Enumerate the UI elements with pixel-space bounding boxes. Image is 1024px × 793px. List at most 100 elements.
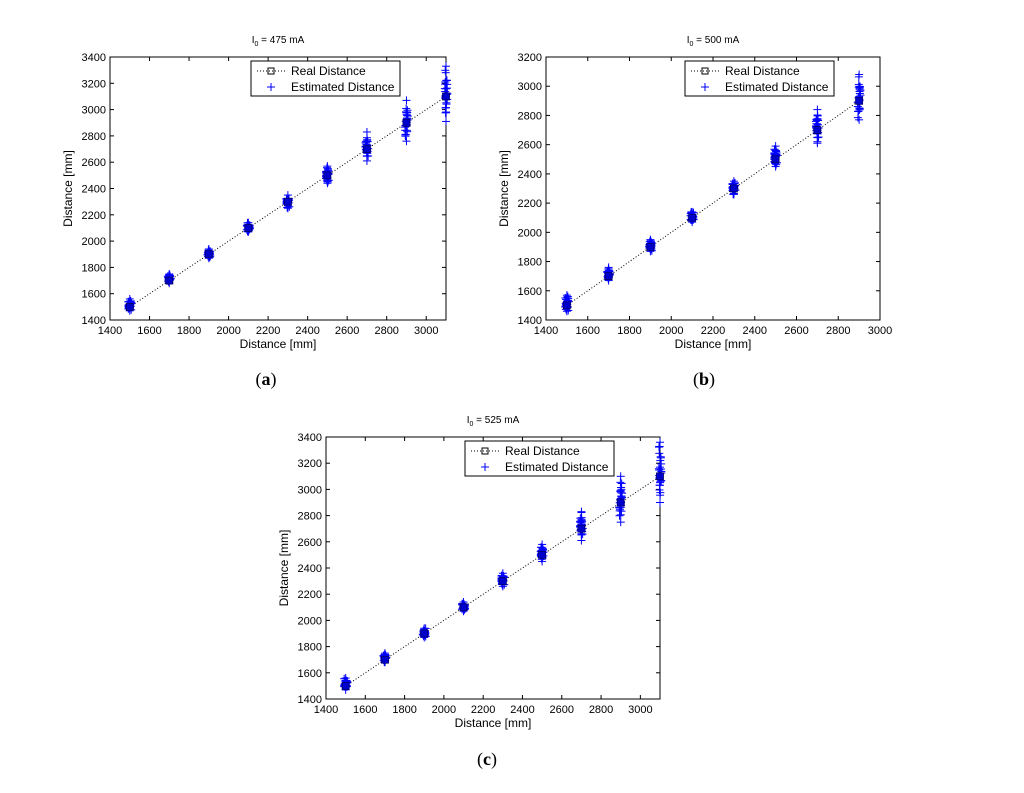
estimated-point [616, 472, 625, 481]
estimated-point [646, 235, 655, 244]
real-distance-marker [204, 250, 213, 259]
chart-panel-c: 1400 1600 1800 2000 2200 2400 2600 2800 3000 1400… [277, 415, 666, 730]
y-tick-label: 2800 [82, 131, 106, 143]
legend-estimated-label: Estimated Distance [725, 80, 829, 94]
x-tick-label: 1400 [534, 325, 558, 337]
x-tick-label: 1800 [392, 704, 416, 716]
y-tick-label: 3200 [518, 52, 542, 64]
legend: Real Distance Estimated Distance [250, 60, 401, 97]
real-distance-marker [459, 603, 468, 612]
real-distance-marker [616, 498, 625, 507]
real-distance-marker [688, 213, 697, 222]
estimated-point [402, 108, 411, 117]
estimated-point [604, 263, 613, 272]
estimated-point [656, 453, 665, 462]
real-distance-marker [498, 577, 507, 585]
legend-box [250, 60, 401, 97]
estimated-point [562, 291, 571, 300]
estimated-point [362, 127, 371, 136]
x-tick-label: 1600 [576, 325, 600, 337]
estimated-point [856, 82, 865, 91]
estimated-point [323, 179, 332, 188]
chart-title-subscript: 0 [470, 421, 474, 428]
x-tick-label: 2200 [701, 325, 725, 337]
estimated-point [341, 674, 350, 683]
estimated-point [283, 204, 292, 213]
real-distance-marker [729, 184, 738, 193]
y-tick-label: 1600 [518, 286, 542, 298]
estimated-point [440, 80, 449, 89]
y-tick-label: 1800 [298, 642, 322, 654]
y-tick-label: 2200 [518, 198, 542, 210]
estimated-point [283, 191, 292, 200]
estimated-point [323, 162, 332, 171]
x-tick-label: 1800 [177, 325, 201, 337]
chart-title-symbol: I [687, 35, 690, 46]
real-distance-marker [577, 524, 586, 533]
x-tick-label: 2000 [216, 325, 240, 337]
estimated-point [165, 269, 174, 278]
estimated-point [771, 142, 780, 151]
legend-real-marker [701, 67, 709, 75]
x-tick-label: 3000 [628, 704, 652, 716]
y-tick-label: 2800 [298, 511, 322, 523]
y-tick-label: 1400 [518, 315, 542, 327]
x-tick-label: 1600 [353, 704, 377, 716]
chart-title-value: = 500 mA [693, 35, 739, 46]
estimated-point [402, 96, 411, 105]
estimated-point [442, 62, 450, 71]
x-tick-label: 1600 [137, 325, 161, 337]
real-distance-marker [656, 472, 664, 481]
x-tick-label: 2600 [784, 325, 808, 337]
y-tick-label: 2600 [518, 140, 542, 152]
chart-title-symbol: I [467, 415, 470, 426]
estimated-point [617, 479, 626, 488]
x-tick-label: 2000 [659, 325, 683, 337]
chart-panel-a: 1400 1600 1800 2000 2200 2400 2600 2800 3000 1400… [61, 35, 452, 351]
real-distance-marker [244, 224, 253, 232]
caption-a: (a) [255, 369, 277, 389]
y-tick-label: 3000 [82, 105, 106, 117]
chart-title-value: = 475 mA [258, 35, 304, 46]
y-tick-label: 2400 [82, 184, 106, 196]
estimated-point [813, 105, 822, 114]
legend-real-label: Real Distance [291, 64, 366, 78]
legend-estimated-label: Estimated Distance [505, 460, 609, 474]
caption-b: (b) [692, 369, 716, 389]
x-tick-label: 2800 [826, 325, 850, 337]
x-tick-label: 3000 [868, 325, 892, 337]
real-distance-marker [341, 682, 350, 690]
x-tick-label: 2200 [256, 325, 280, 337]
real-distance-marker [283, 197, 292, 206]
estimated-point [616, 510, 625, 519]
y-tick-label: 2400 [518, 169, 542, 181]
real-distance-marker [381, 655, 389, 664]
y-tick-label: 3400 [82, 52, 106, 64]
x-axis-label: Distance [mm] [675, 337, 752, 351]
estimated-point [854, 83, 863, 92]
legend: Real Distance Estimated Distance [464, 440, 615, 477]
estimated-point [441, 66, 450, 75]
y-tick-label: 3200 [82, 78, 106, 90]
y-tick-label: 2000 [82, 236, 106, 248]
chart-panel-b: 1400 1600 1800 2000 2200 2400 2600 2800 3000 1400… [497, 35, 892, 351]
estimated-point [125, 294, 134, 303]
real-distance-marker [813, 126, 822, 134]
y-tick-label: 2000 [518, 227, 542, 239]
y-tick-label: 2600 [298, 537, 322, 549]
y-tick-label: 2600 [82, 157, 106, 169]
legend-real-label: Real Distance [725, 64, 800, 78]
estimated-point [441, 84, 450, 93]
estimated-point [441, 103, 450, 112]
y-tick-label: 1800 [82, 262, 106, 274]
x-tick-label: 2600 [335, 325, 359, 337]
real-distance-marker [323, 171, 332, 180]
real-distance-marker [363, 145, 371, 153]
legend-box [684, 60, 835, 97]
estimated-point [855, 70, 864, 79]
x-tick-label: 2800 [589, 704, 613, 716]
y-tick-label: 1600 [82, 289, 106, 301]
y-tick-label: 3000 [298, 484, 322, 496]
chart-title: I0 = 525 mA [467, 415, 520, 428]
y-axis-label: Distance [mm] [497, 150, 511, 227]
